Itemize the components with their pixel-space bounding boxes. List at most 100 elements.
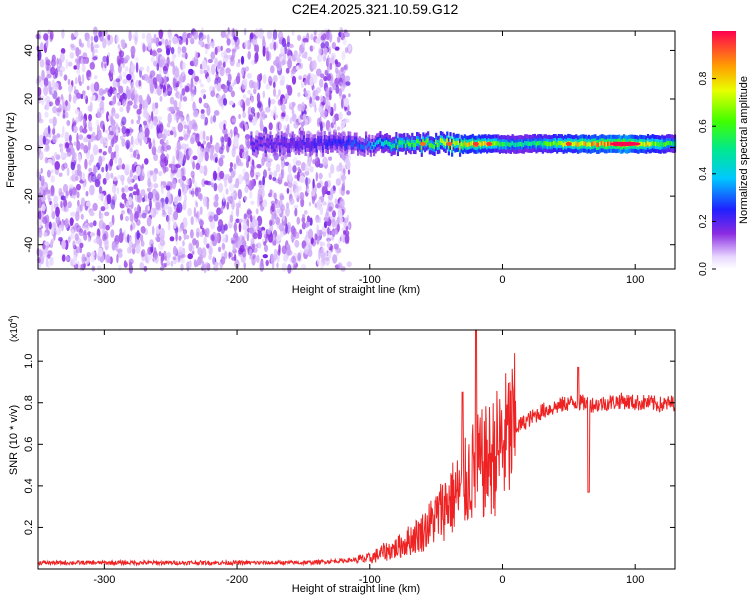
noise-cell	[288, 43, 294, 49]
signal-cell	[592, 141, 595, 146]
noise-cell	[222, 85, 229, 94]
noise-cell	[190, 216, 194, 226]
noise-cell	[159, 158, 165, 168]
noise-cell	[164, 75, 167, 86]
noise-cell	[56, 227, 61, 236]
signal-cell	[581, 141, 584, 146]
noise-cell	[92, 202, 98, 212]
signal-cell	[648, 142, 651, 147]
noise-cell	[122, 71, 127, 78]
noise-cell	[344, 234, 350, 244]
noise-cell	[106, 194, 112, 205]
noise-cell	[154, 102, 159, 109]
noise-cell	[305, 220, 309, 229]
noise-cell	[261, 230, 266, 235]
noise-cell	[94, 75, 98, 80]
noise-cell	[346, 160, 351, 170]
signal-cell	[377, 139, 380, 144]
noise-cell	[141, 32, 146, 40]
snr-y-label: SNR (10 * v/v)	[8, 405, 20, 475]
noise-cell	[63, 198, 68, 208]
noise-cell	[135, 62, 139, 73]
signal-cell	[462, 142, 465, 148]
signal-cell	[479, 142, 482, 147]
signal-cell	[540, 141, 543, 146]
noise-cell	[211, 234, 215, 242]
noise-cell	[102, 151, 107, 156]
noise-cell	[89, 62, 96, 70]
noise-cell	[143, 120, 147, 126]
noise-cell	[270, 98, 276, 105]
noise-cell	[162, 65, 168, 75]
signal-cell	[396, 144, 399, 150]
noise-cell	[36, 75, 42, 83]
noise-cell	[112, 183, 117, 194]
x-tick-label: -100	[359, 574, 381, 586]
noise-cell	[212, 114, 217, 123]
signal-cell	[251, 144, 255, 149]
signal-cell	[427, 138, 430, 143]
noise-cell	[74, 233, 79, 241]
noise-cell	[65, 255, 70, 262]
signal-cell	[670, 141, 673, 146]
noise-cell	[314, 104, 317, 113]
noise-cell	[212, 170, 217, 181]
noise-cell	[262, 110, 266, 121]
noise-cell	[227, 32, 231, 39]
noise-cell	[175, 232, 178, 242]
signal-cell	[494, 141, 497, 146]
noise-cell	[47, 194, 51, 201]
noise-cell	[54, 161, 60, 170]
noise-cell	[206, 64, 210, 72]
signal-cell	[513, 142, 516, 147]
signal-cell	[640, 141, 643, 147]
scale-exponent: 4	[8, 319, 15, 323]
noise-cell	[129, 147, 133, 153]
spectrogram-x-ticks: -300 -200 -100 0 100	[93, 31, 644, 286]
signal-cell	[672, 141, 675, 147]
noise-cell	[262, 45, 266, 57]
noise-cell	[251, 117, 257, 126]
noise-cell	[162, 164, 167, 174]
noise-cell	[152, 172, 157, 183]
noise-cell	[58, 85, 63, 91]
noise-cell	[67, 147, 72, 157]
noise-cell	[153, 247, 157, 258]
noise-cell	[195, 162, 201, 170]
signal-cell	[482, 141, 485, 146]
noise-cell	[92, 94, 96, 101]
noise-cell	[304, 79, 307, 86]
noise-cell	[324, 41, 330, 48]
noise-cell	[154, 236, 160, 241]
signal-cell	[509, 142, 513, 148]
signal-cell	[497, 141, 500, 146]
noise-cell	[335, 203, 339, 209]
signal-peak	[486, 141, 493, 146]
noise-cell	[221, 205, 225, 210]
noise-cell	[330, 187, 334, 197]
noise-cell	[208, 41, 215, 47]
noise-cell	[243, 27, 247, 36]
noise-cell	[199, 206, 203, 215]
colorbar-ticks: 0.0 0.2 0.4 0.6 0.8	[698, 71, 716, 276]
noise-cell	[232, 82, 235, 88]
noise-cell	[149, 239, 154, 248]
noise-cell	[214, 57, 219, 68]
signal-cell	[315, 145, 318, 150]
noise-cell	[177, 48, 181, 58]
noise-cell	[302, 113, 307, 121]
noise-cell	[181, 143, 187, 150]
signal-cell	[662, 142, 665, 147]
noise-cell	[319, 240, 323, 248]
y-tick-label: 0.4	[23, 478, 35, 493]
noise-cell	[286, 48, 292, 57]
signal-cell	[393, 143, 396, 148]
signal-cell	[411, 139, 414, 144]
signal-cell	[425, 139, 428, 144]
noise-cell	[117, 248, 123, 254]
noise-cell	[124, 164, 130, 172]
noise-cell	[198, 79, 202, 84]
noise-cell	[83, 95, 87, 100]
signal-cell	[559, 140, 562, 146]
signal-cell	[541, 142, 544, 147]
